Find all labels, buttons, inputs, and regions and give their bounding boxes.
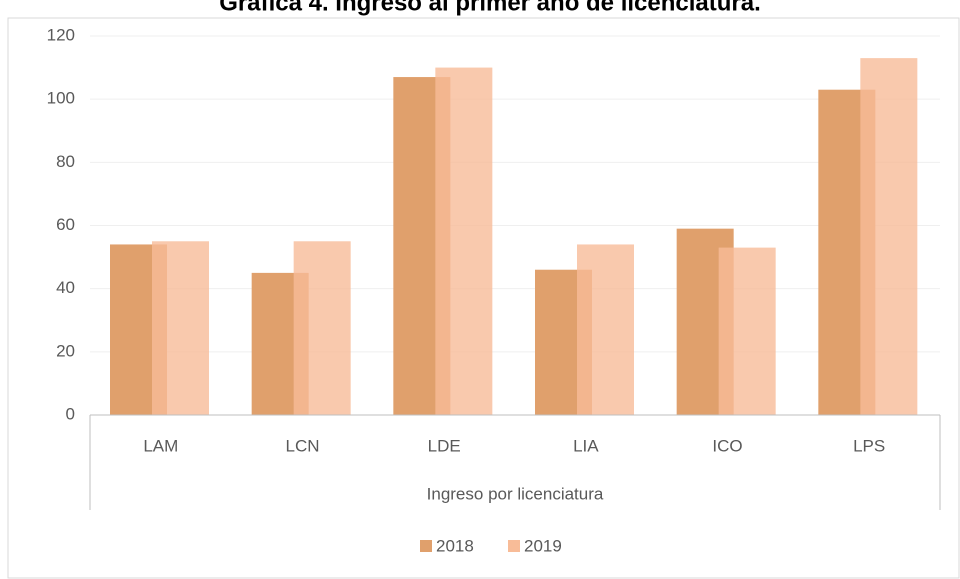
bar: [293, 241, 351, 415]
x-tick-label: LDE: [428, 436, 461, 455]
x-tick-label: ICO: [712, 436, 742, 455]
y-tick-label: 60: [56, 215, 75, 234]
x-tick-label: LPS: [853, 436, 885, 455]
y-tick-label: 100: [47, 89, 75, 108]
y-tick-label: 0: [66, 404, 75, 423]
x-tick-label: LIA: [573, 436, 599, 455]
y-tick-label: 120: [47, 25, 75, 44]
y-tick-label: 80: [56, 152, 75, 171]
bar: [718, 247, 776, 415]
chart-title: Gráfica 4. Ingreso al primer año de lice…: [219, 0, 761, 16]
y-tick-label: 20: [56, 341, 75, 360]
legend-label: 2018: [436, 536, 474, 555]
bar: [860, 58, 918, 415]
chart-border: [7, 17, 960, 579]
y-tick-label: 40: [56, 278, 75, 297]
x-tick-label: LCN: [285, 436, 319, 455]
bar: [152, 241, 209, 415]
x-axis-label: Ingreso por licenciatura: [427, 484, 604, 503]
legend-swatch: [420, 540, 432, 552]
x-tick-label: LAM: [143, 436, 178, 455]
legend-swatch: [508, 540, 520, 552]
bar: [435, 67, 493, 415]
bar: [577, 244, 634, 415]
legend-label: 2019: [524, 536, 562, 555]
